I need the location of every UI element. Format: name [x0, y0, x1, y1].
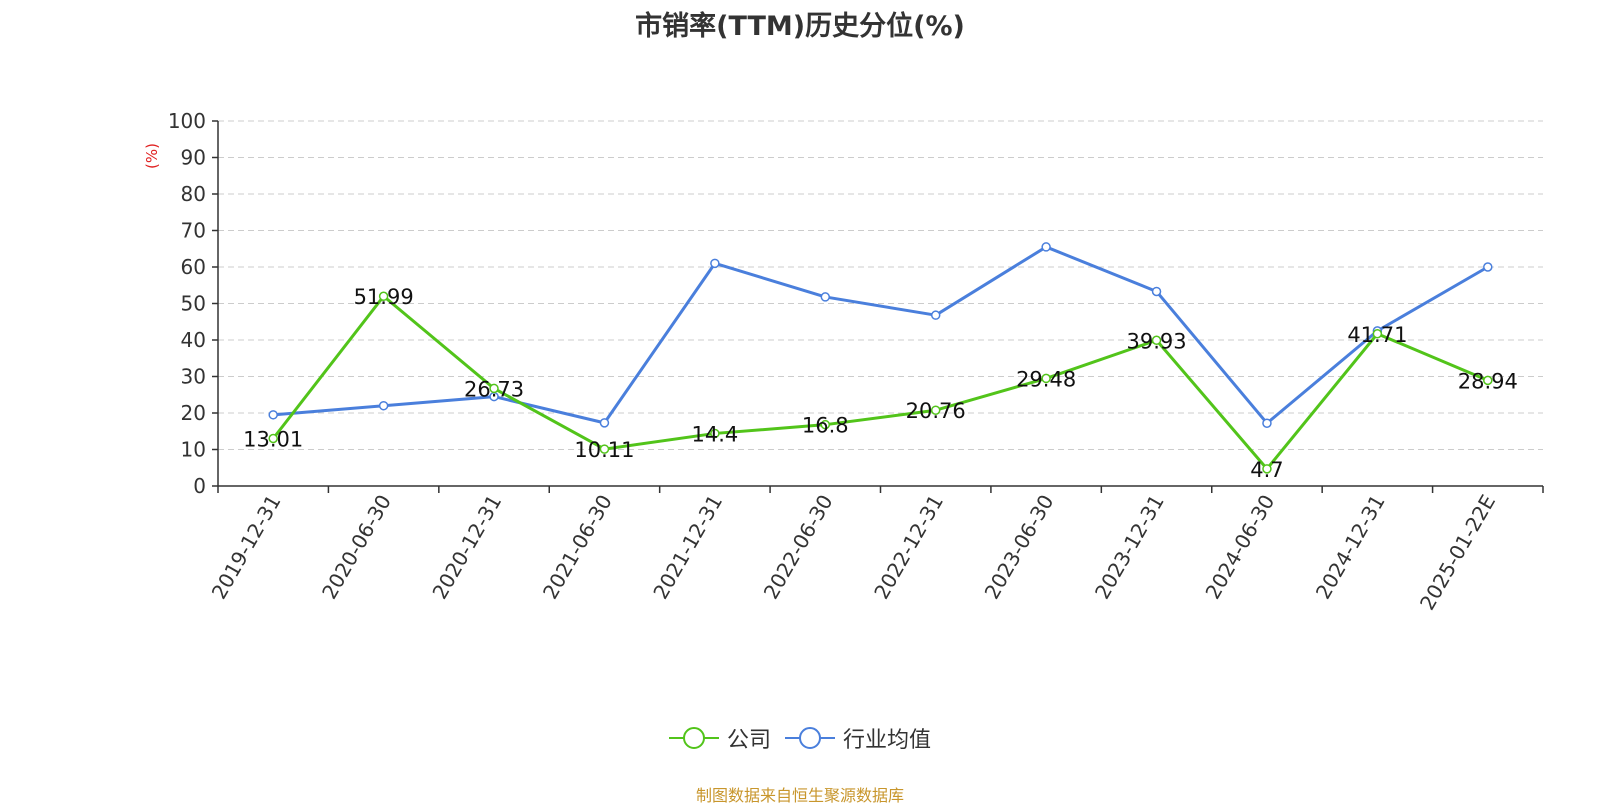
x-tick-label-3: 2021-06-30 [538, 491, 617, 604]
x-tick-label-9: 2024-06-30 [1200, 491, 1279, 604]
data-label-10: 41.71 [1347, 323, 1407, 347]
data-label-0: 13.01 [243, 428, 303, 452]
y-tick-label-100: 100 [168, 109, 206, 133]
data-label-3: 10.11 [574, 438, 634, 462]
y-tick-label-70: 70 [181, 219, 206, 243]
x-tick-label-6: 2022-12-31 [869, 490, 948, 603]
axes: 0 10 20 30 40 50 60 70 80 90 100 2019-12-31 2020-06-… [168, 109, 1544, 615]
data-label-6: 20.76 [906, 399, 966, 423]
legend: 公司 行业均值 [0, 722, 1600, 754]
series-0-point-1 [378, 291, 389, 301]
series-0-point-6 [930, 405, 941, 415]
data-label-8: 39.93 [1126, 329, 1186, 353]
legend-company-icon [668, 727, 719, 749]
y-tick-label-30: 30 [181, 365, 206, 389]
y-tick-label-60: 60 [181, 255, 206, 279]
series-1-point-7 [1041, 242, 1051, 252]
legend-label-company: 公司 [726, 728, 771, 753]
series-0-point-2 [489, 383, 499, 394]
data-label-11: 28.94 [1458, 369, 1518, 393]
series-1-point-6 [930, 310, 941, 320]
series-1-point-9 [1262, 418, 1272, 428]
data-label-4: 14.4 [691, 422, 738, 446]
y-tick-label-80: 80 [181, 182, 206, 206]
x-tick-label-8: 2023-12-31 [1090, 491, 1169, 604]
y-tick-label-20: 20 [181, 401, 206, 425]
series-0-point-5 [820, 419, 831, 430]
series-0-point-10 [1372, 329, 1383, 339]
x-tick-label-5: 2022-06-30 [759, 491, 838, 604]
series-1-point-0 [268, 410, 278, 420]
y-axis-label: (%) [143, 143, 161, 169]
x-tick-label-0: 2019-12-31 [207, 491, 286, 604]
y-tick-label-50: 50 [181, 292, 206, 316]
x-tick-label-4: 2021-12-31 [648, 491, 727, 604]
data-label-1: 51.99 [354, 285, 414, 309]
series-0-point-4 [710, 428, 720, 439]
x-tick-label-10: 2024-12-31 [1311, 491, 1390, 604]
x-tick-label-2: 2020-12-31 [427, 490, 506, 603]
series-0-point-7 [1041, 373, 1051, 384]
y-tick-label-90: 90 [181, 146, 206, 170]
series-0-point-3 [599, 444, 610, 454]
series-0-point-11 [1483, 375, 1493, 386]
x-tick-label-1: 2020-06-30 [317, 491, 396, 604]
data-label-2: 26.73 [464, 377, 524, 401]
series-0-point-0 [268, 433, 278, 444]
legend-industry-icon [785, 727, 835, 749]
data-label-5: 16.8 [802, 414, 849, 438]
series-line-1 [273, 245, 1489, 425]
series-1-point-8 [1151, 286, 1162, 297]
x-tick-label-7: 2023-06-30 [980, 491, 1059, 604]
chart-title: 市销率(TTM)历史分位(%) [635, 11, 965, 42]
series-0 [268, 291, 1493, 474]
legend-label-industry-average: 行业均值 [843, 728, 932, 753]
y-tick-label-10: 10 [181, 438, 206, 462]
series-1 [268, 242, 1493, 428]
series-1-point-3 [599, 418, 610, 428]
legend-item-industry-average[interactable]: 行业均值 [785, 722, 931, 754]
data-label-7: 29.48 [1016, 367, 1076, 391]
series-1-point-11 [1483, 262, 1493, 272]
data-label-9: 4.7 [1250, 458, 1283, 482]
y-tick-label-40: 40 [181, 328, 206, 352]
series-lines [268, 242, 1493, 474]
legend-item-company[interactable]: 公司 [668, 722, 771, 754]
data-labels: 13.01 51.99 26.73 10.11 14.4 16.8 20.76 29.48 39… [243, 285, 1518, 482]
series-0-point-8 [1151, 335, 1162, 346]
series-1-point-1 [378, 400, 389, 411]
grid-lines [218, 120, 1543, 450]
data-source-note: 制图数据来自恒生聚源数据库 [695, 786, 904, 805]
series-1-point-5 [820, 292, 831, 302]
series-line-0 [272, 294, 1489, 471]
y-tick-label-0: 0 [193, 474, 206, 498]
series-0-point-9 [1262, 464, 1272, 474]
series-1-point-4 [710, 258, 720, 269]
x-tick-label-11: 2025-01-22E [1415, 491, 1500, 615]
